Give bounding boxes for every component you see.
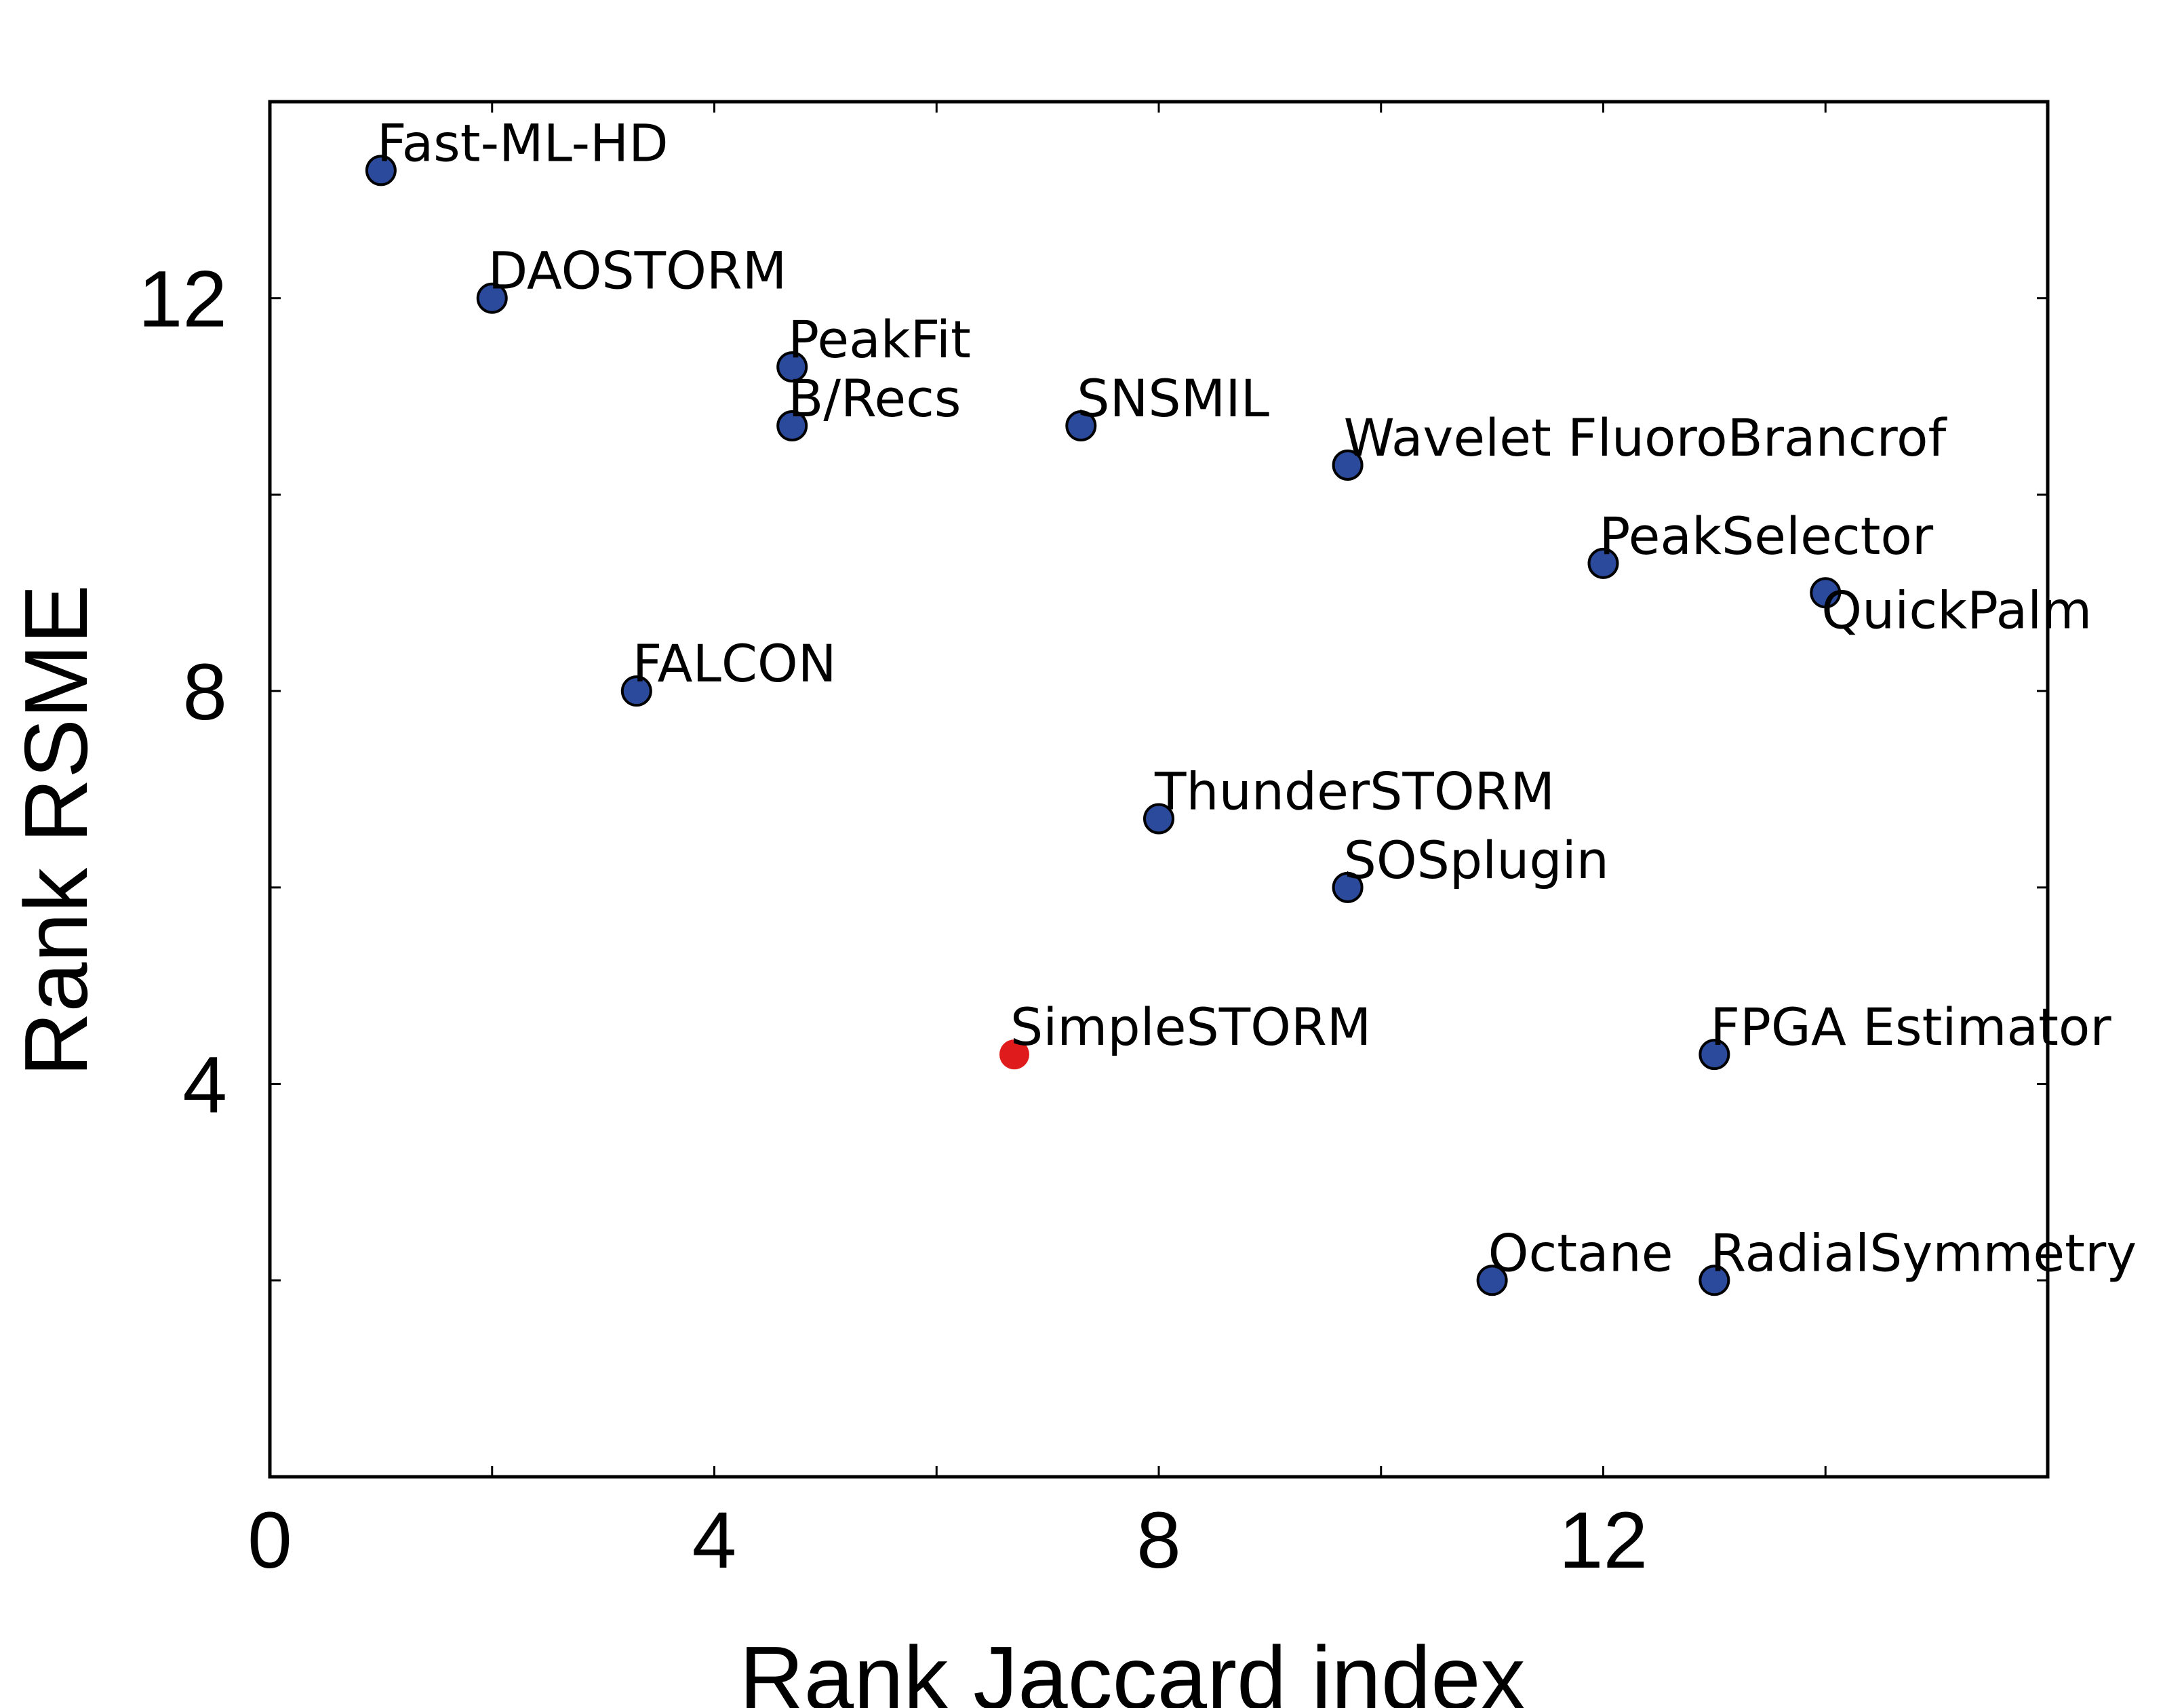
data-point-12	[1699, 1039, 1730, 1071]
data-point-label-13: Octane	[1488, 1223, 1673, 1283]
plot-frame	[268, 100, 2050, 1479]
x-tick-label-2: 8	[1136, 1496, 1181, 1585]
data-point-label-12: FPGA Estimator	[1710, 997, 2111, 1057]
data-point-label-6: PeakSelector	[1600, 506, 1934, 566]
data-point-label-14: RadialSymmetry	[1710, 1223, 2137, 1283]
data-point-9	[1143, 803, 1174, 835]
data-point-label-2: PeakFit	[788, 309, 971, 370]
x-tick-label-0: 0	[247, 1496, 292, 1585]
data-point-13	[1476, 1265, 1508, 1296]
data-point-label-1: DAOSTORM	[488, 241, 787, 301]
data-point-label-7: QuickPalm	[1821, 580, 2092, 640]
data-point-5	[1332, 449, 1364, 481]
x-tick-label-3: 12	[1559, 1496, 1648, 1585]
data-point-8	[620, 675, 652, 707]
y-tick-label-2: 12	[138, 255, 227, 344]
y-tick-label-0: 4	[182, 1041, 227, 1130]
data-point-6	[1587, 547, 1619, 579]
data-point-11	[999, 1039, 1029, 1070]
data-point-0	[365, 155, 397, 186]
data-point-label-11: SimpleSTORM	[1010, 997, 1371, 1057]
data-point-4	[1065, 410, 1097, 442]
data-point-label-8: FALCON	[633, 633, 837, 694]
data-point-label-0: Fast-ML-HD	[377, 113, 669, 173]
data-point-label-9: ThunderSTORM	[1154, 761, 1555, 821]
data-point-3	[776, 410, 808, 442]
y-axis-title: Rank RSME	[6, 584, 106, 1077]
data-point-7	[1810, 577, 1842, 609]
data-point-14	[1699, 1265, 1730, 1296]
data-point-2	[776, 351, 808, 383]
data-point-label-10: SOSplugin	[1344, 830, 1609, 890]
x-tick-label-1: 4	[692, 1496, 737, 1585]
data-point-label-5: Wavelet FluoroBrancrof	[1344, 408, 1948, 468]
x-axis-title: Rank Jaccard index	[739, 1628, 1525, 1708]
y-tick-label-1: 8	[182, 648, 227, 737]
data-point-10	[1332, 871, 1364, 903]
tick-labels: 0 4 8 12 4 8 12	[138, 255, 1648, 1585]
data-point-label-3: B/Recs	[788, 368, 961, 429]
data-point-1	[476, 282, 508, 314]
data-point-label-4: SNSMIL	[1077, 368, 1269, 429]
